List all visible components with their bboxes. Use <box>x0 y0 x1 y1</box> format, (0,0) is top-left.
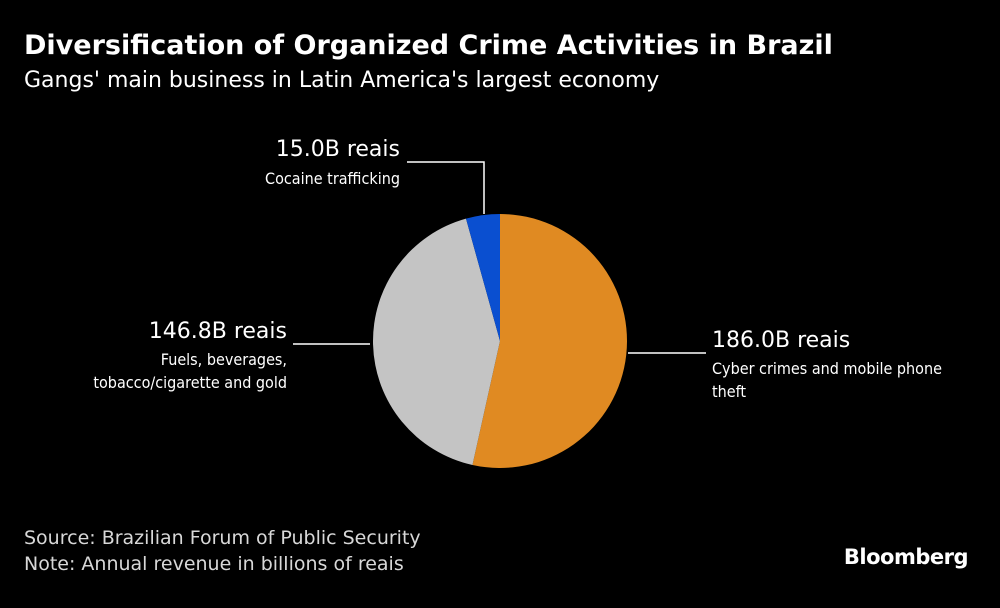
slice-category-label-2: Fuels, beverages, <box>161 350 287 369</box>
source-note: Source: Brazilian Forum of Public Securi… <box>24 527 421 549</box>
leader-line-3 <box>407 161 485 214</box>
slice-category-label-2: tobacco/cigarette and gold <box>93 373 287 392</box>
slice-category-label-3: Cocaine trafficking <box>265 169 400 188</box>
chart-subtitle: Gangs' main business in Latin America's … <box>24 68 660 93</box>
bloomberg-logo: Bloomberg <box>843 545 969 569</box>
chart-title: Diversification of Organized Crime Activ… <box>24 30 833 61</box>
slice-value-label-2: 146.8B reais <box>149 319 287 344</box>
pie-slice-1 <box>472 214 627 468</box>
pie-slice-2 <box>373 218 500 465</box>
slice-value-label-1: 186.0B reais <box>712 328 850 353</box>
slice-value-label-3: 15.0B reais <box>276 137 400 162</box>
slice-category-label-1: theft <box>712 382 746 401</box>
pie-slice-3 <box>466 214 500 341</box>
slice-category-label-1: Cyber crimes and mobile phone <box>712 359 942 378</box>
footnote: Note: Annual revenue in billions of reai… <box>24 553 404 575</box>
